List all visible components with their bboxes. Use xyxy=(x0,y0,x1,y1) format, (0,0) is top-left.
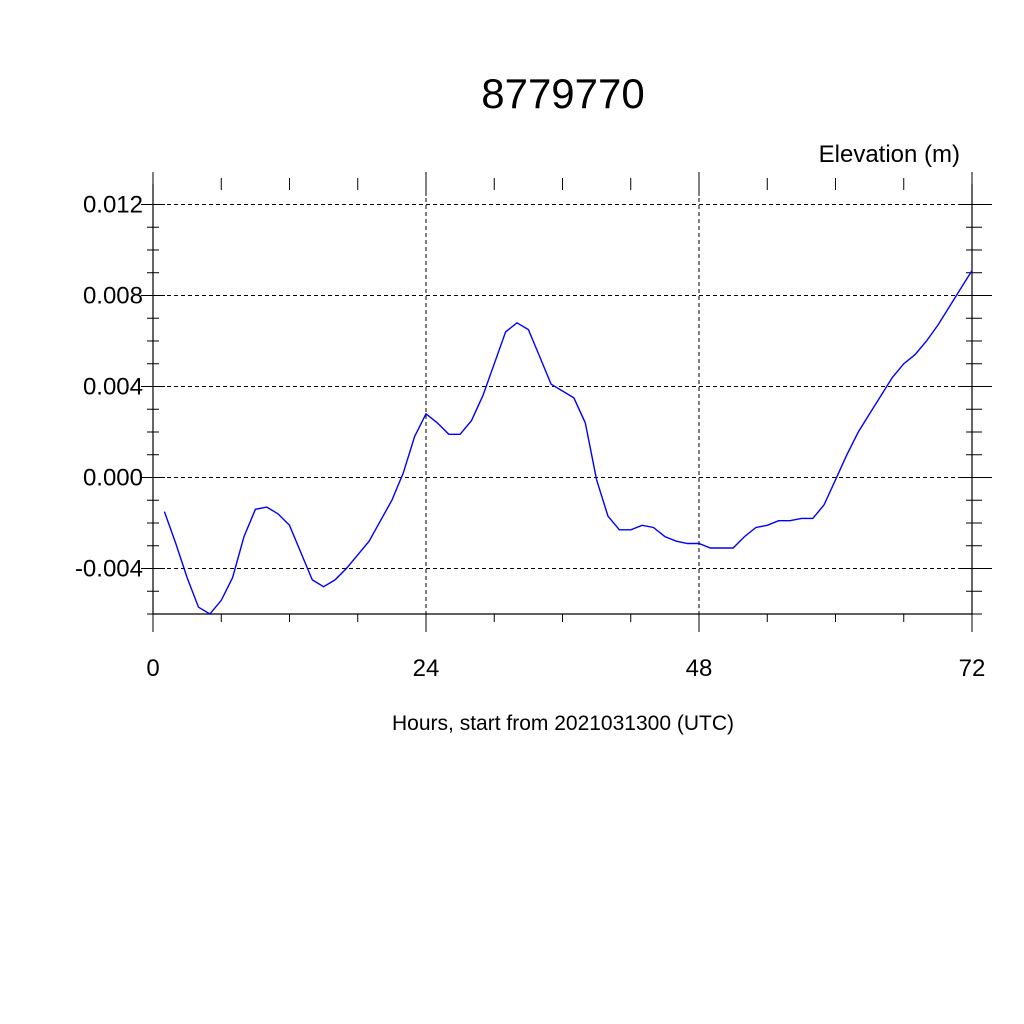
x-tick-label: 0 xyxy=(146,655,159,682)
x-tick-label: 72 xyxy=(959,655,986,682)
x-axis-label: Hours, start from 2021031300 (UTC) xyxy=(392,712,734,735)
y-tick-label: 0.008 xyxy=(83,282,143,309)
y-tick-label: 0.000 xyxy=(83,464,143,491)
y-tick-label: 0.004 xyxy=(83,373,143,400)
series-line xyxy=(163,270,973,615)
chart-title: 8779770 xyxy=(481,70,645,117)
y-tick-label: -0.004 xyxy=(75,555,143,582)
series-layer xyxy=(163,270,973,615)
x-tick-label: 24 xyxy=(413,655,440,682)
axes xyxy=(141,172,992,632)
y-tick-label: 0.012 xyxy=(83,191,143,218)
chart-subtitle: Elevation (m) xyxy=(819,141,960,168)
x-tick-label: 48 xyxy=(686,655,713,682)
tick-labels: 0 24 48 72 -0.004 0.000 0.004 0.008 0.012 xyxy=(75,191,985,682)
grid-lines xyxy=(153,184,972,614)
